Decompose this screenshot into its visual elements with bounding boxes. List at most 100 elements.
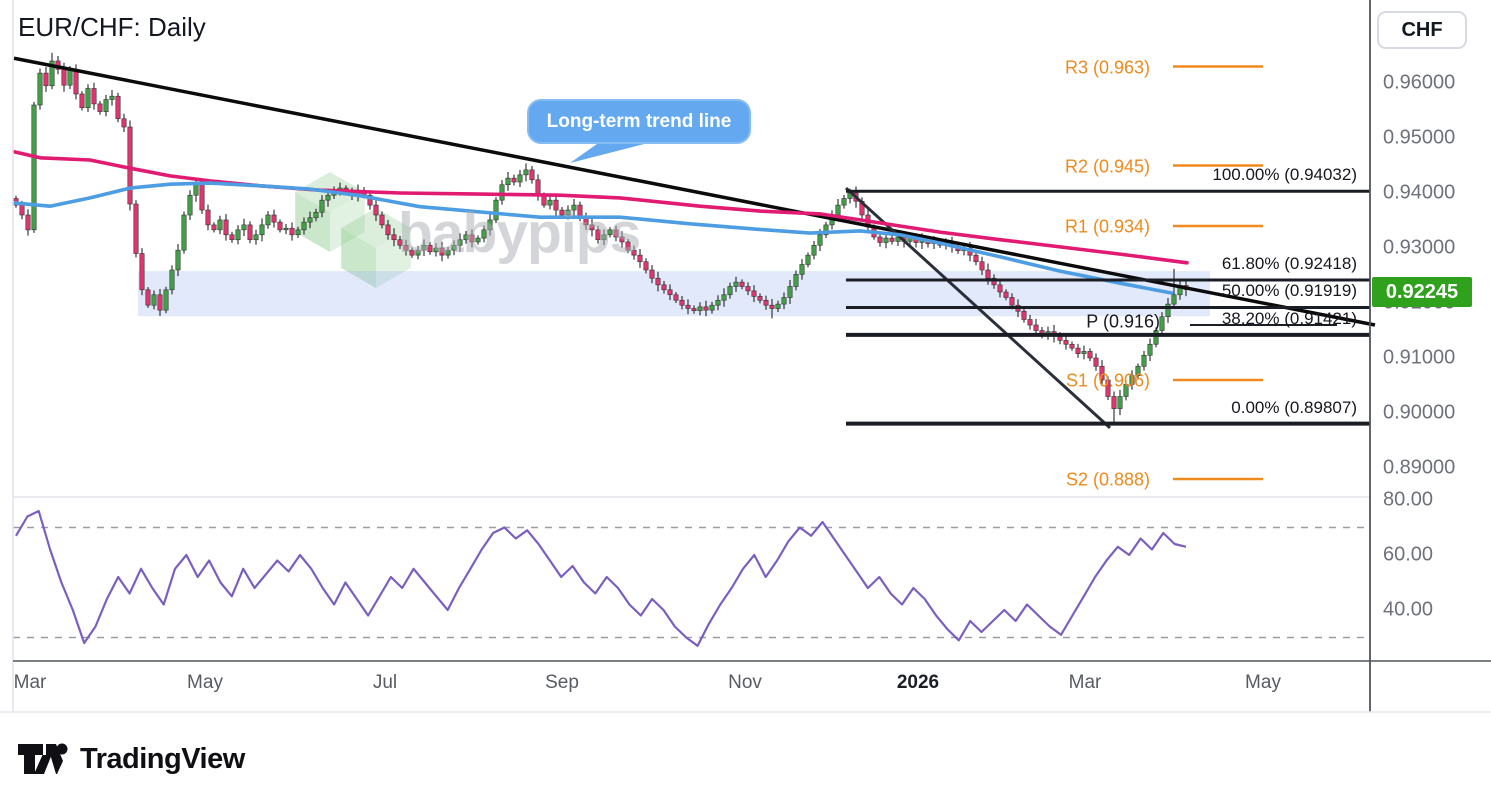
- candle-down: [289, 227, 295, 236]
- candle-down: [757, 296, 763, 301]
- date-label-Sep: Sep: [545, 672, 579, 693]
- candle-up: [265, 214, 271, 226]
- candle-up: [547, 199, 553, 206]
- candle-down: [133, 203, 139, 254]
- candle-down: [139, 253, 145, 291]
- candle-up: [607, 229, 613, 236]
- candle-down: [1075, 347, 1081, 354]
- watermark-cube-left: [341, 228, 376, 288]
- candle-up: [49, 60, 55, 87]
- candle-down: [391, 234, 397, 241]
- candle-up: [283, 227, 289, 231]
- candle-down: [121, 118, 127, 128]
- candle-down: [409, 249, 415, 256]
- candle-down: [613, 229, 619, 238]
- tradingview-logo-text: TradingView: [80, 742, 245, 775]
- candle-up: [463, 234, 469, 241]
- candle-down: [1021, 310, 1027, 320]
- page-title: EUR/CHF: Daily: [18, 12, 206, 42]
- candle-down: [277, 221, 283, 231]
- candle-up: [727, 286, 733, 296]
- candle-down: [655, 277, 661, 286]
- candle-up: [1147, 343, 1153, 356]
- candle-down: [211, 224, 217, 231]
- candle-down: [1105, 379, 1111, 397]
- candle-up: [31, 104, 37, 231]
- candle-up: [109, 95, 115, 100]
- price-axis-label-0.95000: 0.95000: [1383, 126, 1456, 149]
- pivot-label-S2: S2 (0.888): [1065, 469, 1150, 490]
- candle-down: [439, 247, 445, 256]
- trendline-callout[interactable]: Long-term trend line: [527, 99, 751, 144]
- candle-down: [427, 244, 433, 253]
- price-axis-label-0.96000: 0.96000: [1383, 71, 1456, 94]
- candle-down: [1003, 291, 1009, 298]
- watermark-cube-right: [330, 192, 365, 252]
- candle-down: [997, 284, 1003, 293]
- candle-up: [169, 269, 175, 291]
- price-axis-label-0.94000: 0.94000: [1383, 181, 1456, 204]
- candle-up: [775, 303, 781, 309]
- candle-up: [319, 199, 325, 213]
- candle-up: [325, 194, 331, 201]
- candle-down: [673, 294, 679, 301]
- candle-up: [475, 237, 481, 243]
- moving-average-pink: [12, 149, 1189, 265]
- candle-down: [205, 209, 211, 226]
- fib-label-100.00: 100.00% (0.94032): [1212, 165, 1357, 185]
- date-label-2026: 2026: [896, 672, 940, 693]
- candle-up: [721, 294, 727, 301]
- candle-down: [367, 194, 373, 206]
- candle-down: [373, 204, 379, 216]
- candle-up: [193, 184, 199, 196]
- currency-button[interactable]: CHF: [1377, 11, 1467, 49]
- date-label-May: May: [187, 672, 223, 693]
- candle-down: [553, 199, 559, 211]
- candle-up: [565, 209, 571, 216]
- candle-up: [421, 244, 427, 251]
- candle-down: [1009, 297, 1015, 306]
- candle-down: [703, 306, 709, 311]
- candle-up: [1171, 294, 1177, 305]
- candle-down: [19, 204, 25, 216]
- candle-up: [253, 234, 259, 241]
- candle-down: [511, 177, 517, 183]
- price-axis-label-0.89000: 0.89000: [1383, 456, 1456, 479]
- candle-up: [187, 194, 193, 216]
- candle-down: [1099, 365, 1105, 381]
- candle-up: [241, 224, 247, 231]
- candle-up: [163, 289, 169, 311]
- candle-up: [1135, 365, 1141, 376]
- candle-up: [1153, 330, 1159, 345]
- candle-up: [799, 264, 805, 275]
- candle-down: [199, 184, 205, 211]
- candle-up: [451, 244, 457, 251]
- candle-up: [841, 198, 847, 206]
- candle-up: [505, 177, 511, 186]
- candle-up: [715, 299, 721, 306]
- candle-up: [175, 249, 181, 271]
- candle-down: [1111, 396, 1117, 409]
- candle-up: [1081, 351, 1087, 354]
- date-label-Jul: Jul: [372, 672, 398, 693]
- last-price-badge[interactable]: 0.92245: [1372, 277, 1472, 307]
- candle-down: [739, 281, 745, 287]
- price-axis-label-0.93000: 0.93000: [1383, 236, 1456, 259]
- candle-up: [37, 72, 43, 106]
- candle-down: [751, 290, 757, 297]
- candle-up: [787, 286, 793, 298]
- candle-up: [415, 249, 421, 256]
- candle-up: [433, 247, 439, 253]
- pivot-label-S1: S1 (0.906): [1065, 370, 1150, 391]
- candle-down: [637, 254, 643, 263]
- candle-down: [619, 236, 625, 243]
- candle-down: [61, 68, 67, 86]
- candle-down: [691, 308, 697, 312]
- candle-down: [73, 69, 79, 95]
- candle-down: [25, 214, 31, 231]
- candle-up: [823, 224, 829, 236]
- candle-down: [877, 236, 883, 243]
- support-zone: [138, 271, 1210, 317]
